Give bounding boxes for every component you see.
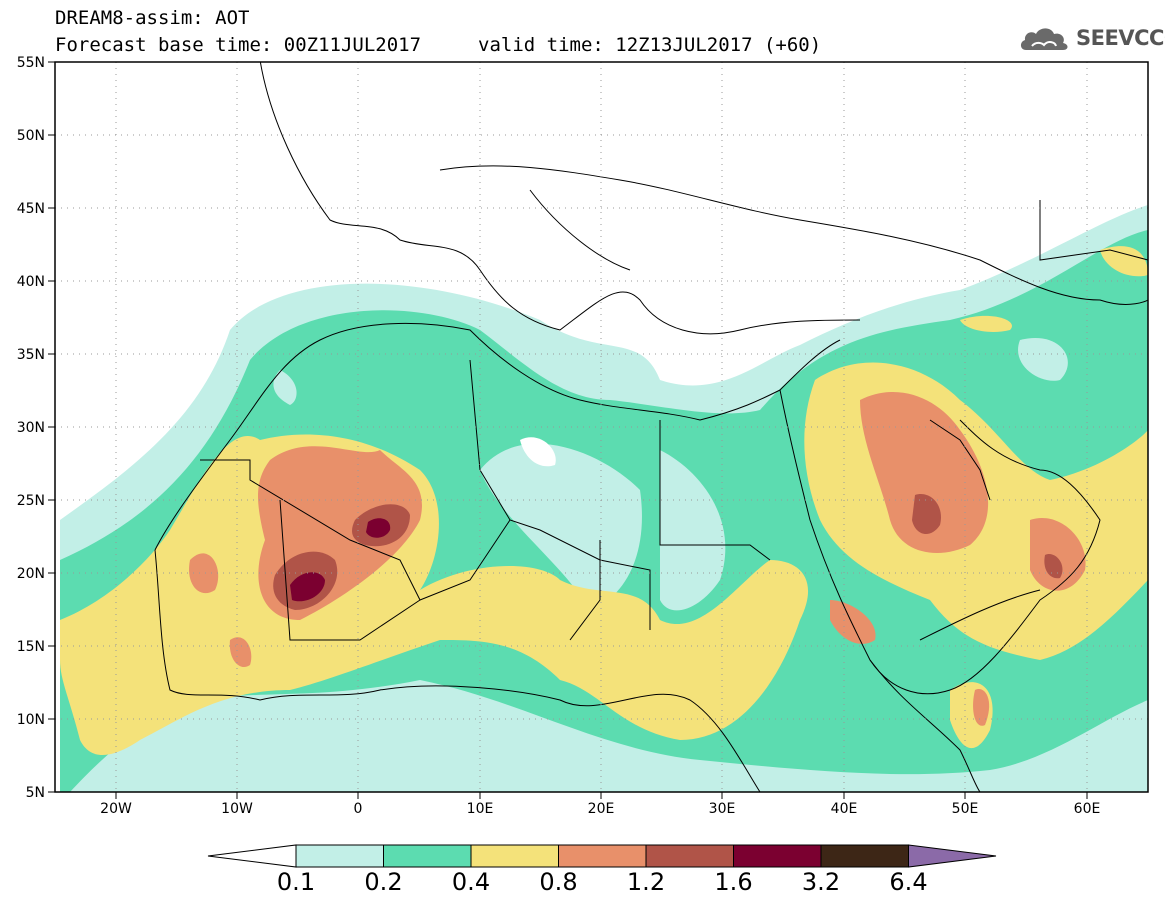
logo-text: SEEVCCC xyxy=(1076,26,1165,50)
aot-field xyxy=(55,62,1148,792)
lon-tick-label: 10E xyxy=(467,801,494,817)
lon-tick-label: 10W xyxy=(221,801,253,817)
lat-tick-label: 40N xyxy=(17,274,45,290)
lat-tick-label: 45N xyxy=(17,201,45,217)
lat-tick-label: 5N xyxy=(26,785,45,801)
colorbar-label: 0.8 xyxy=(539,868,578,896)
lat-tick-label: 30N xyxy=(17,420,45,436)
colorbar-label: 0.1 xyxy=(276,868,316,896)
map-title: DREAM8-assim: AOT xyxy=(55,7,250,29)
colorbar-label: 0.4 xyxy=(451,868,491,896)
seevccc-logo: SEEVCCC xyxy=(1018,24,1165,54)
lon-tick-label: 40E xyxy=(831,801,858,817)
colorbar-over-arrow xyxy=(908,844,997,868)
cloud-icon xyxy=(1020,28,1068,50)
colorbar-bin xyxy=(820,844,909,868)
colorbar-bin xyxy=(295,844,384,868)
lon-tick-label: 20W xyxy=(100,801,132,817)
lon-tick-label: 30E xyxy=(709,801,736,817)
forecast-base-time: Forecast base time: 00Z11JUL2017 xyxy=(55,34,422,56)
lat-tick-label: 25N xyxy=(17,493,45,509)
colorbar xyxy=(207,844,997,868)
colorbar-bin xyxy=(470,844,559,868)
lat-tick-label: 10N xyxy=(17,712,45,728)
lat-tick-label: 20N xyxy=(17,566,45,582)
lon-tick-label: 50E xyxy=(952,801,979,817)
colorbar-label: 3.2 xyxy=(801,868,841,896)
aot-band-1.6 xyxy=(290,572,325,602)
lat-tick-label: 55N xyxy=(17,55,45,71)
colorbar-label: 1.2 xyxy=(626,868,666,896)
colorbar-bin xyxy=(558,844,647,868)
colorbar-under-arrow xyxy=(207,844,297,868)
colorbar-label: 6.4 xyxy=(889,868,928,896)
graticule xyxy=(55,62,1148,792)
lon-tick-label: 0 xyxy=(354,801,363,817)
lat-tick-label: 15N xyxy=(17,639,45,655)
colorbar-label: 0.2 xyxy=(364,868,403,896)
colorbar-bin xyxy=(733,844,822,868)
colorbar-bin xyxy=(645,844,734,868)
valid-time: valid time: 12Z13JUL2017 (+60) xyxy=(478,34,822,56)
lon-tick-label: 20E xyxy=(588,801,615,817)
colorbar-label: 1.6 xyxy=(714,868,753,896)
lat-tick-label: 50N xyxy=(17,128,45,144)
lat-tick-label: 35N xyxy=(17,347,45,363)
colorbar-bin xyxy=(383,844,472,868)
lon-tick-label: 60E xyxy=(1074,801,1101,817)
